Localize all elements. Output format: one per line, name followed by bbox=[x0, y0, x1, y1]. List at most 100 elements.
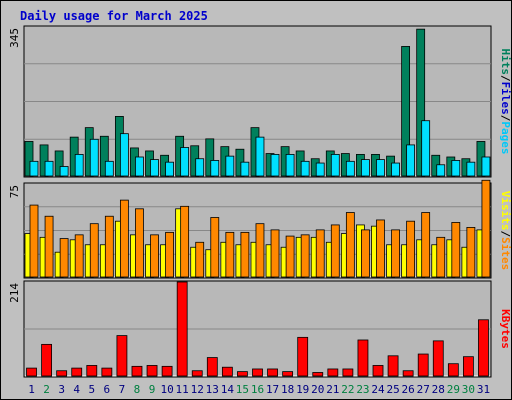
bar-files-day-15 bbox=[240, 161, 250, 177]
x-tick-label-26: 26 bbox=[402, 383, 415, 396]
bar-sites-day-9 bbox=[150, 234, 159, 278]
bar-kbytes-day-27 bbox=[417, 353, 429, 377]
bar-files-day-25 bbox=[391, 162, 400, 177]
bar-hits-day-3 bbox=[54, 150, 64, 177]
bar-files-day-7 bbox=[119, 133, 129, 177]
bar-files-day-5 bbox=[89, 138, 99, 177]
bar-kbytes-day-7 bbox=[116, 335, 128, 377]
bar-files-day-24 bbox=[376, 159, 385, 177]
bar-files-day-16 bbox=[255, 136, 265, 177]
bar-sites-day-30 bbox=[466, 226, 476, 278]
x-tick-label-3: 3 bbox=[58, 383, 65, 396]
bar-files-day-12 bbox=[195, 158, 205, 177]
bar-sites-day-12 bbox=[195, 241, 205, 278]
bar-sites-day-1 bbox=[29, 204, 39, 278]
legend-entry: / bbox=[499, 115, 512, 122]
bar-files-day-3 bbox=[59, 166, 69, 177]
bar-sites-day-22 bbox=[345, 212, 355, 278]
bar-kbytes-day-17 bbox=[267, 368, 278, 377]
panel-legend: Hits/Files/Pages bbox=[499, 49, 512, 155]
bar-sites-day-16 bbox=[255, 223, 265, 278]
bar-sites-day-24 bbox=[376, 219, 385, 278]
legend-entry: / bbox=[499, 75, 512, 82]
x-tick-label-18: 18 bbox=[281, 383, 294, 396]
y-max-label: 75 bbox=[8, 185, 21, 198]
bar-kbytes-day-22 bbox=[342, 368, 354, 377]
bar-kbytes-day-11 bbox=[176, 281, 188, 377]
x-tick-label-29: 29 bbox=[447, 383, 460, 396]
x-tick-label-12: 12 bbox=[191, 383, 204, 396]
bar-sites-day-11 bbox=[180, 205, 190, 278]
x-tick-label-19: 19 bbox=[296, 383, 309, 396]
bar-sites-day-13 bbox=[210, 217, 220, 278]
x-tick-label-14: 14 bbox=[221, 383, 235, 396]
bar-kbytes-day-29 bbox=[447, 363, 459, 377]
bar-kbytes-day-8 bbox=[131, 365, 143, 377]
panel-legend: Visits/Sites bbox=[499, 191, 512, 271]
bar-files-day-17 bbox=[270, 154, 280, 177]
bar-files-day-9 bbox=[150, 159, 159, 177]
x-tick-label-11: 11 bbox=[176, 383, 189, 396]
x-tick-label-5: 5 bbox=[88, 383, 95, 396]
bar-files-day-2 bbox=[44, 160, 54, 177]
bar-files-day-13 bbox=[210, 160, 220, 177]
bar-kbytes-day-5 bbox=[86, 365, 98, 377]
legend-entry: Visits bbox=[499, 191, 512, 231]
bar-sites-day-3 bbox=[59, 238, 69, 278]
bar-sites-day-27 bbox=[421, 212, 431, 278]
bar-files-day-19 bbox=[300, 160, 310, 177]
bar-sites-day-15 bbox=[240, 231, 250, 278]
bar-sites-day-19 bbox=[300, 234, 310, 278]
bar-kbytes-day-18 bbox=[282, 371, 294, 377]
y-max-label: 345 bbox=[8, 28, 21, 48]
bar-kbytes-day-23 bbox=[357, 339, 369, 377]
bar-kbytes-day-21 bbox=[327, 368, 339, 377]
bar-files-day-22 bbox=[345, 160, 355, 177]
x-tick-label-6: 6 bbox=[104, 383, 111, 396]
bar-files-day-4 bbox=[74, 154, 84, 177]
x-tick-label-22: 22 bbox=[341, 383, 354, 396]
x-tick-label-16: 16 bbox=[251, 383, 264, 396]
bar-files-day-27 bbox=[421, 120, 431, 177]
x-tick-label-30: 30 bbox=[462, 383, 475, 396]
bar-kbytes-day-15 bbox=[237, 371, 248, 377]
legend-entry: Pages bbox=[499, 121, 512, 154]
bar-hits-day-6 bbox=[99, 135, 109, 177]
bar-files-day-23 bbox=[361, 159, 370, 177]
bar-kbytes-day-28 bbox=[432, 340, 444, 377]
bar-files-day-26 bbox=[406, 144, 416, 177]
x-tick-label-8: 8 bbox=[134, 383, 141, 396]
bar-kbytes-day-16 bbox=[252, 368, 263, 377]
panel-kbytes: 214 KBytes bbox=[8, 280, 512, 378]
bar-sites-day-18 bbox=[285, 235, 295, 278]
bar-sites-day-23 bbox=[361, 229, 370, 278]
chart-title: Daily usage for March 2025 bbox=[20, 9, 208, 23]
bar-kbytes-day-4 bbox=[71, 367, 83, 377]
bar-files-day-11 bbox=[180, 147, 190, 177]
bar-kbytes-day-2 bbox=[41, 343, 52, 377]
x-tick-label-7: 7 bbox=[119, 383, 126, 396]
x-tick-label-10: 10 bbox=[160, 383, 173, 396]
x-tick-label-25: 25 bbox=[386, 383, 399, 396]
panel-hits-files-pages: 345 Hits/Files/Pages bbox=[8, 25, 512, 178]
bar-sites-day-25 bbox=[391, 229, 400, 278]
x-tick-label-28: 28 bbox=[432, 383, 445, 396]
bar-sites-day-20 bbox=[315, 229, 325, 278]
bar-sites-day-21 bbox=[330, 224, 340, 278]
bar-kbytes-day-20 bbox=[312, 372, 324, 377]
legend-entry: KBytes bbox=[499, 309, 512, 349]
bar-sites-day-29 bbox=[451, 222, 461, 278]
bar-sites-day-31 bbox=[481, 179, 491, 278]
bar-sites-day-6 bbox=[104, 215, 114, 278]
x-tick-label-15: 15 bbox=[236, 383, 249, 396]
x-tick-label-17: 17 bbox=[266, 383, 279, 396]
bar-sites-day-2 bbox=[44, 215, 54, 278]
bar-hits-day-13 bbox=[205, 138, 215, 177]
x-tick-label-21: 21 bbox=[326, 383, 339, 396]
bar-files-day-30 bbox=[466, 161, 476, 177]
x-tick-label-31: 31 bbox=[477, 383, 490, 396]
bar-hits-day-27 bbox=[416, 28, 426, 177]
bar-kbytes-day-24 bbox=[372, 365, 384, 377]
bar-kbytes-day-31 bbox=[478, 319, 489, 377]
